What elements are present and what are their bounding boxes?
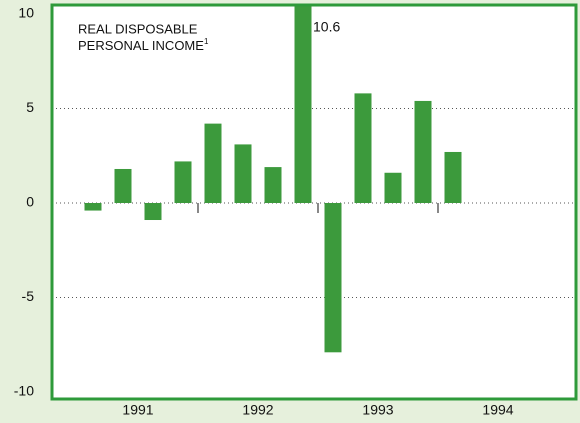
bar [84,203,102,211]
x-group-label: 1994 [482,402,513,418]
grid [52,108,576,298]
title-line: PERSONAL INCOME [78,38,204,53]
bars [84,5,462,353]
chart-title: REAL DISPOSABLE [78,21,198,36]
bar [354,93,372,203]
bar [204,123,222,203]
y-tick-label: 5 [26,99,34,115]
bar [294,5,312,203]
bar [384,172,402,203]
y-tick-label: 0 [26,194,34,210]
bar [174,161,192,203]
plot-area [52,5,576,399]
bar [144,203,162,221]
y-tick-label: -5 [22,288,35,304]
y-tick-label: 10 [18,5,34,21]
plot-frame [50,3,578,401]
bar [264,167,282,203]
x-group-label: 1991 [122,402,153,418]
bar [234,144,252,203]
x-group-label: 1992 [242,402,273,418]
x-group-label: 1993 [362,402,393,418]
bar [114,168,132,203]
y-tick-label: -10 [14,383,34,399]
value-label: 10.6 [313,19,340,35]
bar [324,203,342,353]
chart-title: PERSONAL INCOME1 [78,37,209,53]
bar [444,151,462,203]
footnote-mark: 1 [204,37,209,46]
bar [414,100,432,203]
